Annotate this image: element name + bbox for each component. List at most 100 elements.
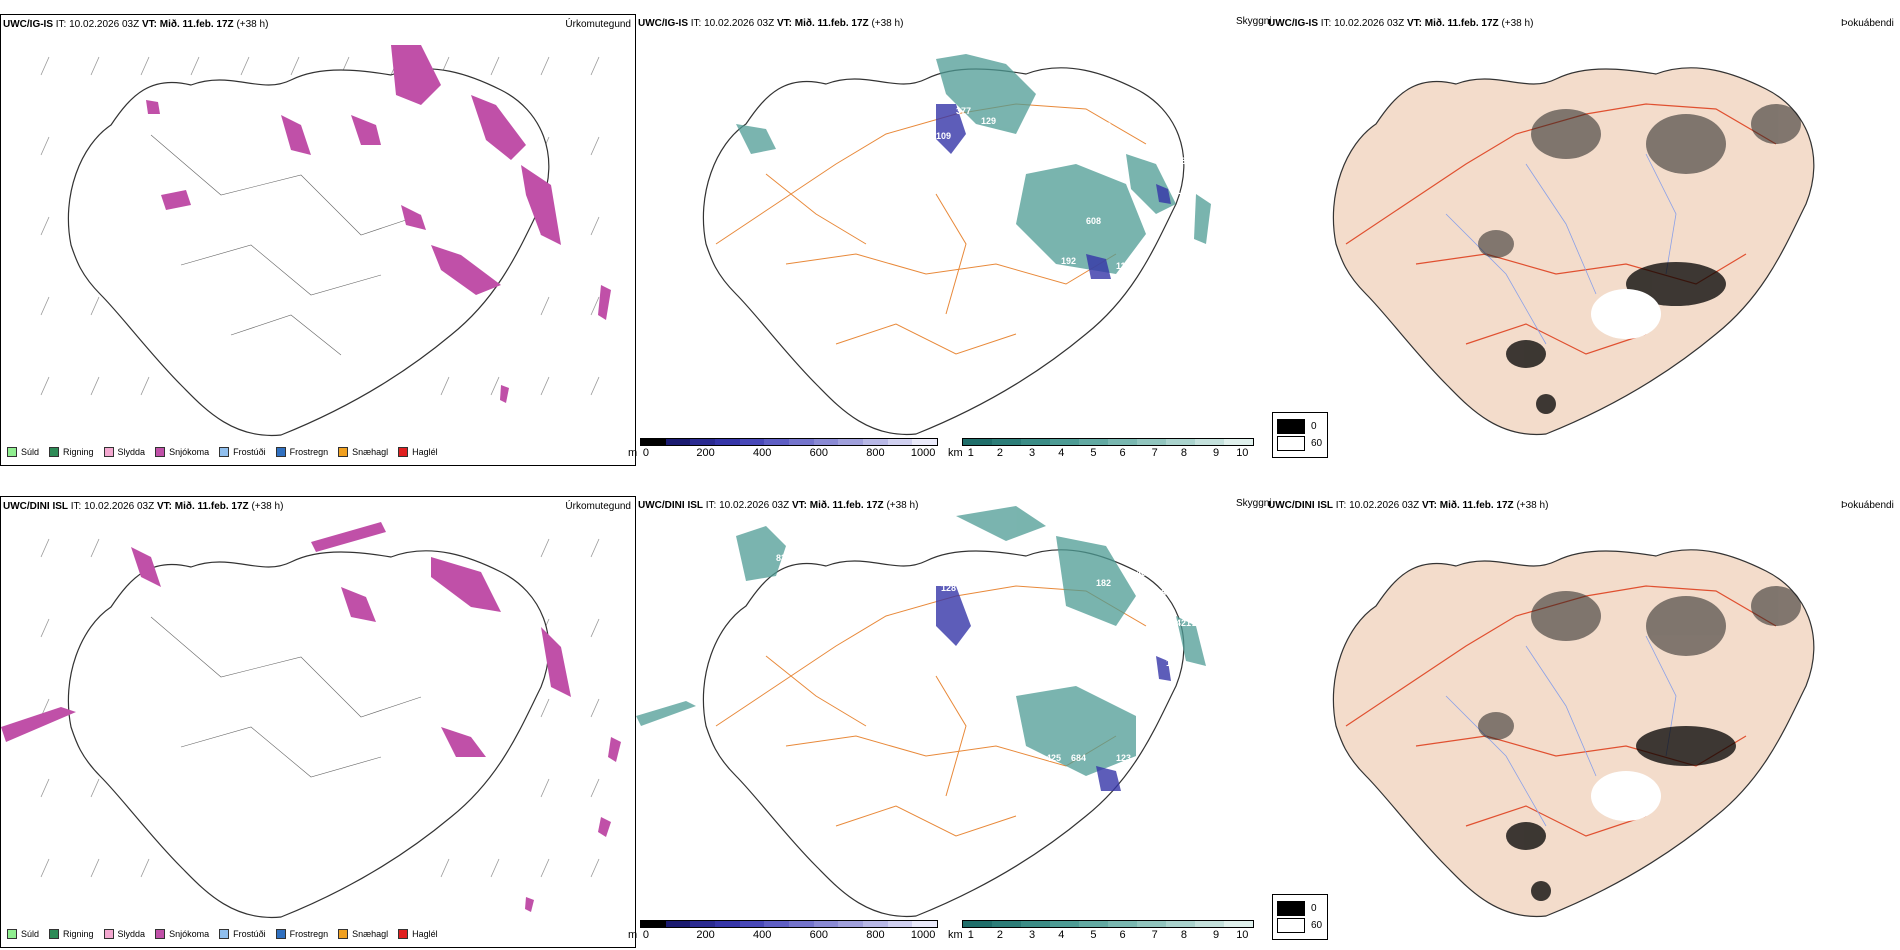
cloud-key-row: 60 bbox=[1277, 436, 1323, 451]
fog-indicator-panel-bottom: UWC/DINI ISL IT: 10.02.2026 03Z VT: Mið.… bbox=[1266, 496, 1900, 948]
fog-map bbox=[1332, 549, 1815, 918]
cloud-key-row: 0 bbox=[1277, 901, 1323, 916]
panel-title: Skyggni bbox=[1236, 16, 1272, 27]
visibility-value-label: 310 bbox=[946, 186, 961, 196]
tick-label: 7 bbox=[1151, 929, 1158, 941]
tick-label: 8 bbox=[1180, 929, 1187, 941]
visibility-unit: km bbox=[948, 447, 963, 459]
tick-label: 400 bbox=[752, 929, 772, 941]
legend-item: Rigning bbox=[49, 447, 94, 457]
visibility-value-label: 128 bbox=[941, 583, 956, 593]
tick-label: 8 bbox=[1180, 447, 1187, 459]
visibility-value-label: 338 bbox=[1096, 121, 1111, 131]
ceiling-color-scale: m 0 200 400 600 800 1000 bbox=[628, 438, 938, 459]
visibility-value-label: 277 bbox=[1192, 618, 1207, 628]
visibility-value-label: 608 bbox=[1086, 216, 1101, 226]
tick-label: 0 bbox=[642, 929, 650, 941]
panel-header: UWC/DINI ISL IT: 10.02.2026 03Z VT: Mið.… bbox=[3, 501, 284, 512]
cloud-cover-key: 0 60 bbox=[1272, 894, 1328, 940]
tick-label: 200 bbox=[696, 447, 715, 459]
legend-item: Frostúði bbox=[219, 447, 266, 457]
visibility-panel-bottom: UWC/DINI ISL IT: 10.02.2026 03Z VT: Mið.… bbox=[636, 496, 1272, 948]
cloud-cover-key: 0 60 bbox=[1272, 412, 1328, 458]
visibility-value-label: 18 bbox=[1166, 658, 1176, 668]
visibility-color-scale: km 1 2 3 4 5 6 7 8 9 10 bbox=[948, 920, 1254, 941]
ceiling-color-scale: m 0 200 400 600 800 1000 bbox=[628, 920, 938, 941]
visibility-value-label: 278 bbox=[1151, 588, 1166, 598]
tick-label: 4 bbox=[1058, 929, 1065, 941]
visibility-color-scale: km 1 2 3 4 5 6 7 8 9 10 bbox=[948, 438, 1254, 459]
panel-header: UWC/DINI ISL IT: 10.02.2026 03Z VT: Mið.… bbox=[1268, 500, 1549, 511]
cloud-key-row: 60 bbox=[1277, 918, 1323, 933]
cloud-key-row: 0 bbox=[1277, 419, 1323, 434]
ceiling-color-bar bbox=[640, 920, 938, 928]
tick-label: 5 bbox=[1090, 929, 1097, 941]
visibility-value-label: 312 bbox=[986, 618, 1001, 628]
fog-indicator-panel-top: UWC/IG-IS IT: 10.02.2026 03Z VT: Mið. 11… bbox=[1266, 14, 1900, 466]
tick-label: 400 bbox=[752, 447, 772, 459]
tick-label: 1000 bbox=[910, 447, 936, 459]
visibility-ticks: 1 2 3 4 5 6 7 8 9 10 bbox=[962, 447, 1254, 459]
visibility-value-label: 123 bbox=[966, 638, 981, 648]
legend-item: Snæhagl bbox=[338, 929, 388, 939]
tick-label: 1000 bbox=[910, 929, 936, 941]
panel-title: Úrkomutegund bbox=[565, 19, 631, 30]
ceiling-ticks: 0 200 400 600 800 1000 bbox=[640, 447, 938, 459]
legend-item: Frostregn bbox=[275, 929, 328, 939]
panel-header: UWC/IG-IS IT: 10.02.2026 03Z VT: Mið. 11… bbox=[3, 19, 269, 30]
visibility-value-label: 309 bbox=[976, 568, 991, 578]
legend-item: Rigning bbox=[49, 929, 94, 939]
tick-label: 600 bbox=[809, 929, 828, 941]
legend-item: Súld bbox=[7, 447, 39, 457]
tick-label: 4 bbox=[1058, 447, 1065, 459]
precip-legend: Súld Rigning Slydda Snjókoma Frostúði Fr… bbox=[7, 445, 438, 459]
visibility-value-label: 377 bbox=[956, 106, 971, 116]
ceiling-unit: m bbox=[628, 929, 638, 941]
visibility-ticks: 1 2 3 4 5 6 7 8 9 10 bbox=[962, 929, 1254, 941]
legend-item: Frostregn bbox=[275, 447, 328, 457]
visibility-value-label: 179 bbox=[751, 186, 766, 196]
visibility-value-label: 123 bbox=[1171, 156, 1186, 166]
visibility-value-label: 421 bbox=[1176, 618, 1191, 628]
precip-type-panel-bottom: UWC/DINI ISL IT: 10.02.2026 03Z VT: Mið.… bbox=[0, 496, 636, 948]
ceiling-unit: m bbox=[628, 447, 638, 459]
tick-label: 1 bbox=[967, 447, 974, 459]
tick-label: 800 bbox=[866, 447, 885, 459]
panel-header: UWC/IG-IS IT: 10.02.2026 03Z VT: Mið. 11… bbox=[638, 18, 904, 29]
visibility-value-label: 409 bbox=[1136, 568, 1151, 578]
tick-label: 600 bbox=[809, 447, 828, 459]
visibility-value-label: 83 bbox=[776, 553, 786, 563]
legend-item: Súld bbox=[7, 929, 39, 939]
visibility-value-label: 107 bbox=[1176, 186, 1191, 196]
visibility-value-label: 154 bbox=[976, 166, 991, 176]
legend-item: Snjókoma bbox=[155, 447, 209, 457]
visibility-value-label: 272 bbox=[1201, 638, 1216, 648]
visibility-value-label: 192 bbox=[1061, 256, 1076, 266]
visibility-color-bar bbox=[962, 438, 1254, 446]
tick-label: 6 bbox=[1119, 929, 1126, 941]
precip-map bbox=[1, 522, 621, 919]
tick-label: 1 bbox=[967, 929, 974, 941]
visibility-value-label: 129 bbox=[981, 116, 996, 126]
tick-label: 3 bbox=[1029, 447, 1036, 459]
legend-item: Slydda bbox=[103, 929, 145, 939]
precip-map bbox=[40, 45, 611, 437]
legend-item: Haglél bbox=[398, 929, 438, 939]
visibility-value-label: 109 bbox=[936, 131, 951, 141]
panel-header: UWC/IG-IS IT: 10.02.2026 03Z VT: Mið. 11… bbox=[1268, 18, 1534, 29]
legend-item: Snjókoma bbox=[155, 929, 209, 939]
visibility-color-bar bbox=[962, 920, 1254, 928]
legend-item: Snæhagl bbox=[338, 447, 388, 457]
tick-label: 7 bbox=[1151, 447, 1158, 459]
ceiling-color-bar bbox=[640, 438, 938, 446]
visibility-value-label: 684 bbox=[1071, 753, 1086, 763]
visibility-map: 83 128 309 182 409 278 421 272 312 123 4… bbox=[636, 506, 1216, 918]
visibility-value-label: 123 bbox=[1116, 753, 1131, 763]
legend-item: Frostúði bbox=[219, 929, 266, 939]
visibility-value-label: 75 bbox=[736, 191, 746, 201]
tick-label: 5 bbox=[1090, 447, 1097, 459]
visibility-value-label: 674 bbox=[1041, 281, 1056, 291]
tick-label: 800 bbox=[866, 929, 885, 941]
panel-header: UWC/DINI ISL IT: 10.02.2026 03Z VT: Mið.… bbox=[638, 500, 919, 511]
visibility-value-label: 15 bbox=[1056, 668, 1066, 678]
